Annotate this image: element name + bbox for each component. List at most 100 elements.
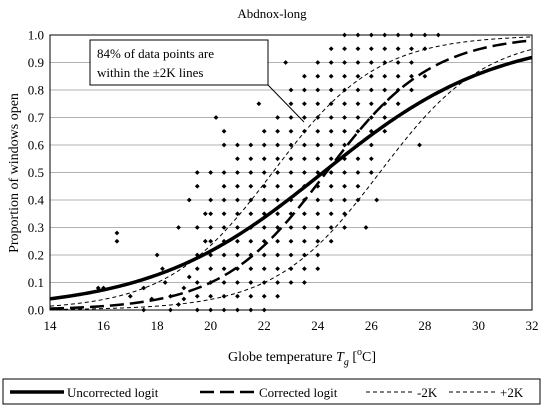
scatter-point — [315, 128, 321, 134]
scatter-point — [395, 101, 401, 107]
scatter-point — [315, 252, 321, 258]
scatter-point — [162, 280, 168, 285]
y-tick-label: 0.6 — [28, 138, 45, 153]
scatter-point — [235, 238, 240, 244]
scatter-point — [328, 211, 334, 217]
scatter-point — [288, 156, 294, 162]
scatter-point — [248, 197, 254, 203]
x-axis-label-prefix: Globe temperature — [228, 350, 336, 365]
x-axis-label-deg: o — [357, 347, 362, 358]
scatter-point — [301, 142, 307, 148]
scatter-point — [288, 128, 294, 134]
scatter-point — [288, 87, 294, 93]
scatter-point — [202, 211, 208, 217]
scatter-point — [342, 128, 347, 134]
scatter-point — [248, 170, 254, 175]
scatter-point — [114, 230, 120, 236]
legend-label-corrected: Corrected logit — [259, 385, 338, 400]
scatter-point — [315, 142, 321, 148]
scatter-point — [194, 266, 200, 272]
scatter-point — [342, 46, 347, 52]
scatter-point — [208, 293, 214, 299]
y-tick-label: 0.0 — [28, 303, 44, 318]
plus2k-curve — [49, 48, 533, 310]
scatter-point — [355, 183, 361, 189]
y-tick-label: 1.0 — [28, 28, 44, 43]
y-tick-label: 0.2 — [28, 248, 44, 263]
scatter-point — [194, 293, 200, 299]
scatter-point — [208, 211, 214, 217]
scatter-point — [194, 183, 200, 189]
scatter-point — [248, 142, 254, 148]
chart-title: Abdnox-long — [237, 6, 307, 21]
scatter-point — [368, 142, 374, 148]
scatter-point — [328, 238, 334, 244]
scatter-point — [368, 60, 374, 65]
scatter-point — [261, 225, 267, 230]
scatter-point — [342, 60, 347, 65]
y-tick-labels: 0.0 0.1 0.2 0.3 0.4 0.5 0.6 0.7 0.8 0.9 1.0 — [28, 28, 45, 318]
scatter-point — [261, 156, 267, 162]
scatter-point — [248, 280, 254, 285]
scatter-point — [301, 170, 307, 175]
scatter-point — [301, 211, 307, 217]
scatter-point — [315, 115, 321, 120]
scatter-point — [288, 252, 294, 258]
scatter-point — [221, 266, 227, 272]
scatter-point — [315, 225, 321, 230]
scatter-point — [261, 128, 267, 134]
scatter-point — [288, 115, 294, 120]
scatter-point — [221, 183, 227, 189]
scatter-point — [328, 101, 334, 107]
scatter-point — [275, 266, 281, 272]
scatter-point — [101, 285, 106, 291]
y-tick-label: 0.3 — [28, 220, 44, 235]
scatter-point — [355, 87, 361, 93]
scatter-point — [288, 266, 294, 272]
scatter-point — [141, 285, 147, 291]
y-tick-label: 0.7 — [28, 110, 45, 125]
x-tick-label: 20 — [204, 318, 217, 333]
scatter-point — [374, 197, 380, 203]
scatter-point — [355, 46, 361, 52]
scatter-point — [213, 115, 219, 120]
scatter-point — [342, 115, 347, 120]
scatter-point — [235, 156, 240, 162]
scatter-point — [382, 46, 388, 52]
scatter-point — [248, 156, 254, 162]
scatter-point — [261, 142, 267, 148]
scatter-point — [221, 211, 227, 217]
scatter-point — [208, 266, 214, 272]
scatter-point — [288, 197, 294, 203]
x-axis-label-var: T — [336, 350, 345, 365]
scatter-point — [368, 156, 374, 162]
scatter-point — [194, 170, 200, 175]
scatter-point — [355, 170, 361, 175]
annotation-line-2: within the ±2K lines — [97, 65, 203, 80]
scatter-point — [301, 101, 307, 107]
scatter-point — [382, 73, 388, 79]
scatter-point — [355, 101, 361, 107]
curves — [49, 36, 533, 310]
scatter-point — [235, 293, 240, 299]
scatter-point — [95, 285, 101, 291]
scatter-point — [221, 170, 227, 175]
scatter-point — [342, 183, 347, 189]
y-tick-label: 0.4 — [28, 193, 45, 208]
scatter-point — [154, 252, 160, 258]
annotation-pointer — [267, 84, 305, 123]
scatter-point — [261, 197, 267, 203]
scatter-point — [315, 60, 321, 65]
scatter-point — [288, 211, 294, 217]
scatter-point — [368, 101, 374, 107]
scatter-point — [208, 252, 214, 258]
x-axis-label: Globe temperature Tg [oC] — [228, 347, 376, 368]
scatter-point — [328, 73, 334, 79]
scatter-point — [315, 156, 321, 162]
scatter-point — [261, 211, 267, 217]
y-tick-label: 0.9 — [28, 55, 44, 70]
scatter-point — [328, 60, 334, 65]
scatter-point — [315, 101, 321, 107]
scatter-point — [342, 73, 347, 79]
scatter-point — [342, 101, 347, 107]
